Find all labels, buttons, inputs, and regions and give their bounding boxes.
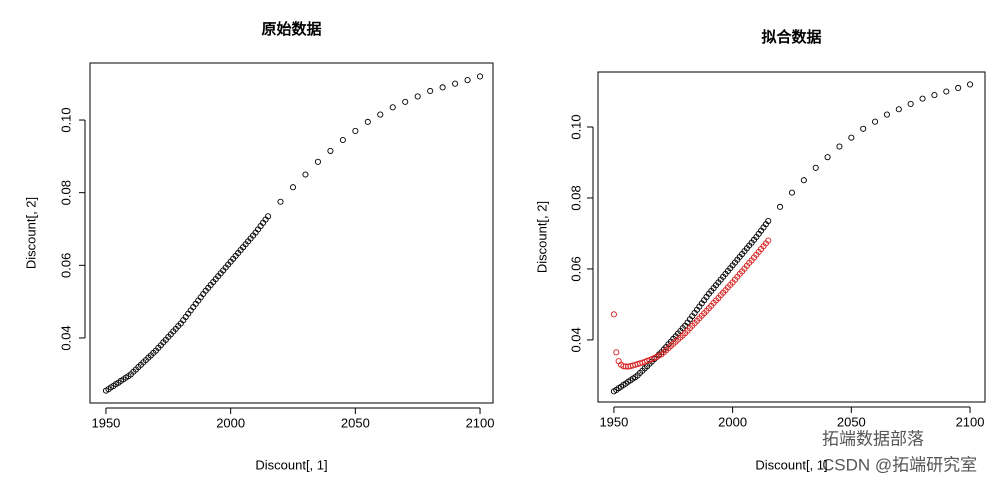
point — [610, 311, 617, 318]
watermark: CSDN @拓端研究室 — [822, 455, 977, 474]
point — [339, 136, 346, 144]
x-tick-label: 2050 — [341, 415, 370, 430]
point — [824, 154, 831, 161]
x-tick-label: 2100 — [466, 415, 495, 430]
point — [277, 198, 284, 205]
x-tick-label: 1950 — [91, 415, 120, 430]
y-tick-label: 0.08 — [58, 180, 73, 205]
point — [788, 189, 796, 196]
point — [314, 158, 321, 165]
point — [872, 118, 879, 125]
point — [364, 118, 371, 125]
point — [836, 143, 843, 150]
point — [402, 98, 409, 105]
plot-frame — [89, 62, 494, 404]
plot: 原始数据 Discount[, 1] Discount[, 2] 1950 2000 20… — [23, 20, 494, 472]
point — [302, 171, 309, 178]
point — [966, 81, 974, 88]
point — [327, 147, 334, 154]
point — [907, 100, 914, 107]
point — [414, 93, 421, 100]
x-tick-label: 2000 — [718, 414, 747, 429]
point — [955, 84, 962, 92]
point — [613, 349, 620, 356]
point — [476, 73, 484, 80]
x-tick-label: 1950 — [599, 414, 628, 429]
x-axis-label: Discount[, 1] — [255, 457, 327, 472]
plot-frame — [597, 71, 986, 403]
point — [389, 104, 396, 111]
point — [765, 237, 772, 244]
point — [452, 80, 459, 87]
x-axis-label: Discount[, 1] — [755, 457, 827, 472]
point — [931, 92, 938, 99]
plot: 拟合数据 Discount[, 1] Discount[, 2] 1950 2000 20… — [534, 28, 986, 472]
y-tick-label: 0.04 — [568, 327, 583, 352]
point — [265, 213, 272, 220]
point — [289, 184, 297, 191]
x-tick-label: 2050 — [837, 414, 866, 429]
x-tick-label: 2100 — [956, 414, 985, 429]
y-tick-label: 0.06 — [58, 253, 73, 278]
point — [800, 177, 807, 184]
x-tick-label: 2000 — [216, 415, 245, 430]
point — [377, 111, 384, 118]
point — [464, 77, 471, 84]
chart-title: 原始数据 — [261, 20, 321, 38]
point — [765, 217, 772, 225]
y-tick-label: 0.04 — [58, 325, 73, 350]
y-axis-label: Discount[, 2] — [534, 201, 549, 273]
y-tick-label: 0.10 — [568, 114, 583, 139]
point — [439, 84, 446, 91]
point — [848, 134, 855, 141]
point — [427, 87, 434, 95]
y-tick-label: 0.06 — [568, 256, 583, 281]
chart-title: 拟合数据 — [761, 28, 821, 46]
point — [883, 111, 890, 118]
point — [919, 95, 926, 102]
y-axis-label: Discount[, 2] — [23, 197, 38, 269]
y-tick-label: 0.10 — [58, 107, 73, 132]
watermark: 拓端数据部落 — [822, 429, 924, 448]
point — [352, 127, 359, 134]
point — [860, 125, 867, 132]
point — [812, 164, 819, 171]
point — [895, 106, 902, 113]
point — [943, 88, 950, 95]
y-tick-label: 0.08 — [568, 185, 583, 210]
point — [777, 203, 784, 210]
